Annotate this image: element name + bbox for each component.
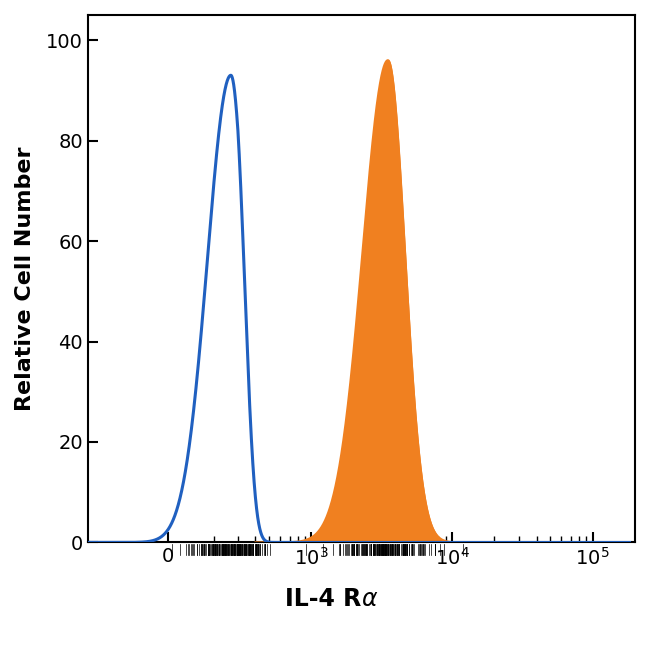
Text: $\alpha$: $\alpha$ (361, 588, 379, 611)
Y-axis label: Relative Cell Number: Relative Cell Number (15, 146, 35, 411)
Text: IL-4 R: IL-4 R (285, 588, 361, 611)
